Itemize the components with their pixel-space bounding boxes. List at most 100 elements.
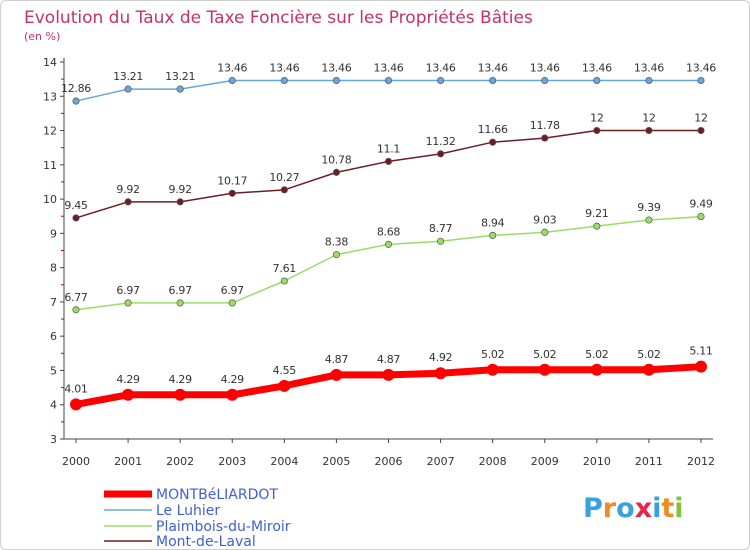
data-point [72, 214, 80, 222]
data-point [489, 138, 497, 146]
x-tick-label: 2006 [375, 455, 403, 468]
chart-title: Evolution du Taux de Taxe Foncière sur l… [24, 8, 533, 28]
data-point [280, 186, 288, 194]
data-label: 13.46 [634, 62, 664, 75]
y-tick-label: 7 [50, 296, 57, 309]
data-point [590, 363, 603, 376]
legend-label: MONTBéLIARDOT [156, 487, 278, 503]
data-point [434, 367, 447, 380]
y-tick-label: 12 [43, 125, 57, 138]
data-label: 4.55 [273, 364, 297, 377]
x-tick-label: 2010 [583, 455, 611, 468]
data-label: 9.92 [169, 183, 192, 196]
data-label: 6.77 [64, 291, 88, 304]
data-label: 13.46 [686, 62, 716, 75]
legend-item: Le Luhier [104, 503, 220, 519]
data-label: 11.1 [377, 142, 400, 155]
data-label: 9.21 [585, 207, 608, 220]
data-point [437, 150, 445, 158]
data-label: 9.92 [116, 183, 139, 196]
data-label: 6.97 [116, 284, 140, 297]
data-label: 13.46 [530, 62, 560, 75]
data-label: 4.29 [221, 373, 245, 386]
chart-subtitle: (en %) [24, 30, 60, 43]
data-label: 8.77 [429, 222, 453, 235]
data-label: 13.21 [165, 70, 195, 83]
data-point [278, 379, 291, 392]
data-point [122, 388, 135, 401]
data-label: 5.11 [689, 345, 712, 358]
data-point [330, 368, 343, 381]
data-label: 4.29 [116, 373, 140, 386]
data-point [541, 76, 549, 85]
data-label: 11.32 [426, 135, 456, 148]
data-label: 5.02 [481, 348, 504, 361]
data-label: 6.97 [169, 284, 193, 297]
series-le-luhier: 12.86 13.21 13.21 13.46 13.46 13.46 13.46 13.46… [61, 62, 717, 105]
data-label: 11.78 [530, 119, 560, 132]
y-tick-label: 5 [50, 364, 57, 377]
data-point [176, 198, 184, 206]
data-label: 8.68 [377, 225, 401, 238]
data-point [697, 76, 705, 85]
data-point [174, 388, 187, 401]
y-tick-label: 10 [43, 193, 57, 206]
data-label: 10.27 [269, 171, 299, 184]
x-tick-label: 2000 [62, 455, 90, 468]
data-label: 13.46 [374, 62, 404, 75]
proxiti-logo: Proxiti [583, 493, 684, 524]
data-point [176, 85, 184, 93]
data-label: 5.02 [585, 348, 608, 361]
data-point [124, 299, 132, 307]
legend-item: MONTBéLIARDOT [104, 487, 278, 503]
data-label: 12 [642, 112, 655, 125]
logo-letter: i [652, 493, 661, 524]
y-tick-label: 9 [50, 227, 57, 240]
logo-letter: P [583, 493, 603, 524]
data-point [228, 76, 236, 85]
data-point [437, 76, 445, 85]
data-point [124, 198, 132, 206]
x-tick-label: 2009 [531, 455, 559, 468]
data-point [382, 368, 395, 381]
data-point [228, 189, 236, 197]
y-tick-label: 14 [43, 56, 57, 69]
logo-letter: r [603, 493, 617, 524]
data-label: 13.21 [113, 70, 143, 83]
data-label: 4.87 [325, 353, 349, 366]
data-point [593, 222, 601, 230]
data-point [538, 363, 551, 376]
data-label: 13.46 [582, 62, 612, 75]
series-mont-de-laval: 9.45 9.92 9.92 10.17 10.27 10.78 11.1 11.32 11.6… [64, 112, 708, 222]
data-point [72, 306, 80, 314]
data-point [489, 231, 497, 239]
legend-item: Plaimbois-du-Miroir [104, 519, 291, 535]
data-label: 8.38 [325, 236, 349, 249]
legend-label: Plaimbois-du-Miroir [156, 519, 291, 535]
data-point [437, 237, 445, 245]
logo-letter: o [616, 493, 635, 524]
data-point [332, 168, 340, 176]
data-label: 13.46 [426, 62, 456, 75]
data-label: 9.03 [533, 213, 557, 226]
y-tick-label: 4 [50, 399, 57, 412]
data-point [280, 76, 288, 85]
legend-label: Le Luhier [156, 503, 220, 519]
axes: 3 4 5 6 7 8 9 10 11 12 13 14 2000 2001 2002 2003 2004 200… [43, 56, 715, 468]
y-tick-label: 13 [43, 90, 57, 103]
series-montb-liardot: 4.01 4.29 4.29 4.29 4.55 4.87 4.87 4.92 5.02 5.02… [64, 345, 713, 411]
y-tick-label: 8 [50, 262, 57, 275]
data-point [645, 216, 653, 224]
data-label: 13.46 [478, 62, 508, 75]
data-point [489, 76, 497, 85]
data-label: 9.45 [64, 199, 88, 212]
data-label: 5.02 [533, 348, 556, 361]
data-point [384, 157, 393, 165]
data-point [593, 126, 601, 135]
x-tick-label: 2002 [166, 455, 194, 468]
logo-letter: t [661, 493, 674, 524]
data-point [70, 398, 82, 411]
data-point [697, 213, 705, 221]
